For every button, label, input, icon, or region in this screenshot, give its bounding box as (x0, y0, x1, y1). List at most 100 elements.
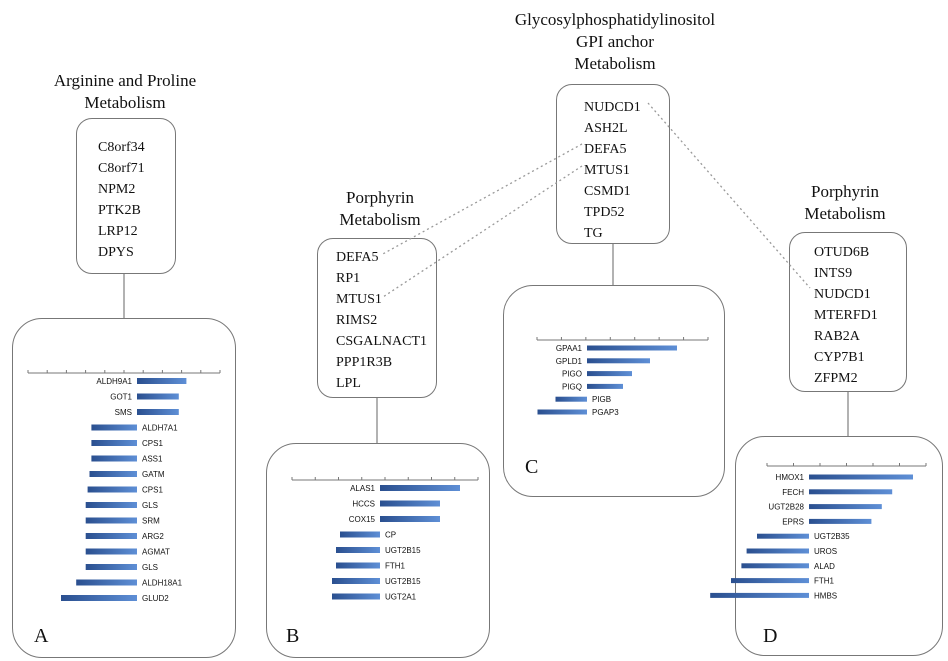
gene-name: DPYS (98, 245, 134, 260)
chart-b-bar (336, 547, 380, 553)
chart-a-bar-label: SRM (142, 517, 160, 526)
gene-name: TPD52 (584, 205, 625, 220)
gene-name: CSGALNACT1 (336, 334, 428, 349)
chart-a-bar-label: GLUD2 (142, 594, 169, 603)
chart-a-bar-label: GLS (142, 563, 158, 572)
chart-a-bar-label: GOT1 (110, 393, 132, 402)
gene-box-panel-d: OTUD6B INTS9 NUDCD1 MTERFD1 RAB2A CYP7B1… (789, 232, 907, 392)
gene-name: PPP1R3B (336, 355, 393, 370)
chart-a-bar-label: ARG2 (142, 532, 164, 541)
chart-a-bar-label: ALDH18A1 (142, 579, 183, 588)
chart-a-bar (89, 471, 137, 477)
chart-a-bar (137, 393, 179, 400)
panel-letter-a: A (34, 625, 49, 647)
chart-a-bar (85, 533, 137, 539)
chart-b-bar (380, 485, 460, 491)
chart-a-bar (61, 595, 137, 601)
chart-d-bar (809, 504, 882, 510)
gene-name: INTS9 (814, 266, 853, 281)
chart-d-bar (710, 592, 809, 598)
chart-d-bar (809, 489, 893, 495)
chart-d-bar (809, 474, 913, 480)
chart-b-bar (332, 578, 380, 584)
chart-c-bar (587, 345, 677, 351)
chart-a-bar-label: AGMAT (142, 548, 170, 557)
gene-name: C8orf71 (98, 161, 145, 176)
chart-d-bar (757, 533, 809, 539)
chart-c-bar-label: GPLD1 (556, 357, 583, 366)
chart-b-bar (380, 500, 440, 507)
chart-a-bar (137, 378, 187, 384)
gene-name: TG (584, 226, 603, 241)
gene-name: MTUS1 (584, 163, 630, 178)
chart-a-bar (87, 486, 137, 493)
chart-d-bar-label: ALAD (814, 562, 835, 571)
gene-box-panel-c: NUDCD1 ASH2L DEFA5 MTUS1 CSMD1 TPD52 TG (556, 84, 670, 244)
chart-a-bar (85, 502, 137, 508)
chart-c-bar-label: PGAP3 (592, 408, 619, 417)
panel-letter-d: D (763, 625, 778, 647)
gene-name: LRP12 (98, 224, 138, 239)
chart-c-bar-label: GPAA1 (556, 344, 583, 353)
chart-c-bar (587, 383, 623, 389)
title-panel-d: Porphyrin Metabolism (804, 182, 886, 223)
gene-name: DEFA5 (584, 142, 627, 157)
chart-d-bar-label: FECH (782, 488, 804, 497)
gene-name: CYP7B1 (814, 350, 865, 365)
gene-name: ZFPM2 (814, 371, 858, 386)
chart-d-bar-label: UGT2B28 (768, 503, 804, 512)
chart-box-panel-c (503, 285, 725, 497)
chart-c-bar-label: PIGB (592, 395, 611, 404)
gene-name: PTK2B (98, 203, 141, 218)
gene-name: NUDCD1 (814, 287, 871, 302)
dotted-link-defa5 (380, 143, 583, 256)
gene-box-panel-a: C8orf34 C8orf71 NPM2 PTK2B LRP12 DPYS (76, 118, 176, 274)
chart-b-bar (380, 516, 440, 522)
chart-b-bar-label: ALAS1 (350, 484, 375, 493)
chart-a-bar-label: CPS1 (142, 439, 163, 448)
chart-box-panel-d (735, 436, 943, 656)
title-panel-a: Arginine and Proline Metabolism (53, 71, 197, 112)
panel-letter-b: B (286, 625, 300, 647)
chart-d-bar-label: UGT2B35 (814, 532, 850, 541)
chart-d-bar-label: HMBS (814, 591, 837, 600)
chart-b-bar-label: FTH1 (385, 562, 406, 571)
gene-name: MTUS1 (336, 292, 382, 307)
chart-b-bar-label: UGT2B15 (385, 577, 421, 586)
title-panel-c: Glycosylphosphatidylinositol GPI anchor … (514, 10, 716, 73)
gene-name: LPL (336, 376, 361, 391)
chart-a-bar (91, 455, 137, 462)
chart-a-bar (85, 564, 137, 570)
dotted-link-mtus1 (382, 165, 583, 298)
chart-b-bar-label: UGT2B15 (385, 546, 421, 555)
chart-a-bar (85, 517, 137, 524)
dotted-link-nudcd1 (647, 102, 811, 289)
chart-c-bar (587, 358, 650, 364)
chart-d-bar (731, 578, 809, 584)
chart-d-bar (741, 563, 809, 569)
gene-name: CSMD1 (584, 184, 631, 199)
chart-a-bar-label: GLS (142, 501, 158, 510)
chart-a-bar-label: SMS (115, 408, 132, 417)
chart-a-bar (91, 440, 137, 446)
chart-a-bar-label: CPS1 (142, 486, 163, 495)
chart-a-bar (91, 424, 137, 431)
chart-d-bar-label: FTH1 (814, 577, 835, 586)
gene-box-panel-b: DEFA5 RP1 MTUS1 RIMS2 CSGALNACT1 PPP1R3B… (317, 238, 437, 398)
chart-b-bar (340, 531, 380, 538)
chart-b-bar (336, 562, 380, 569)
gene-name: NPM2 (98, 182, 136, 197)
gene-name: RIMS2 (336, 313, 378, 328)
gene-name: NUDCD1 (584, 100, 641, 115)
chart-b-bar (332, 593, 380, 600)
chart-b-bar-label: CP (385, 531, 396, 540)
gene-name: DEFA5 (336, 250, 379, 265)
chart-c-bar-label: PIGO (562, 370, 582, 379)
chart-a-bar-label: ALDH7A1 (142, 424, 178, 433)
chart-a-bar-label: ASS1 (142, 455, 163, 464)
chart-c-bar (587, 371, 632, 377)
chart-d-bar-label: UROS (814, 547, 837, 556)
chart-b-bar-label: UGT2A1 (385, 593, 417, 602)
bar-charts: ALDH9A1 GOT1 SMS ALDH7A1 CPS1 ASS1 GATM CPS1 GLS… (27, 337, 927, 603)
